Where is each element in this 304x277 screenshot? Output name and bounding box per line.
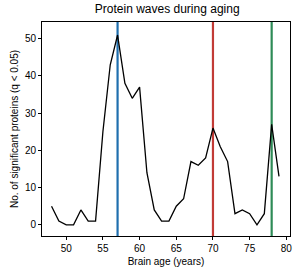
svg-text:65: 65 — [171, 243, 183, 254]
svg-text:40: 40 — [25, 70, 37, 81]
svg-text:20: 20 — [25, 145, 37, 156]
svg-text:No. of significant proteins (q: No. of significant proteins (q < 0.05) — [9, 50, 20, 208]
svg-text:0: 0 — [30, 219, 36, 230]
svg-text:80: 80 — [281, 243, 293, 254]
svg-text:10: 10 — [25, 182, 37, 193]
svg-text:50: 50 — [61, 243, 73, 254]
svg-text:55: 55 — [97, 243, 109, 254]
svg-text:70: 70 — [207, 243, 219, 254]
svg-text:75: 75 — [244, 243, 256, 254]
svg-text:Brain age (years): Brain age (years) — [128, 256, 205, 267]
svg-text:Protein waves during aging: Protein waves during aging — [95, 2, 240, 16]
svg-text:60: 60 — [134, 243, 146, 254]
svg-text:30: 30 — [25, 108, 37, 119]
svg-text:50: 50 — [25, 33, 37, 44]
